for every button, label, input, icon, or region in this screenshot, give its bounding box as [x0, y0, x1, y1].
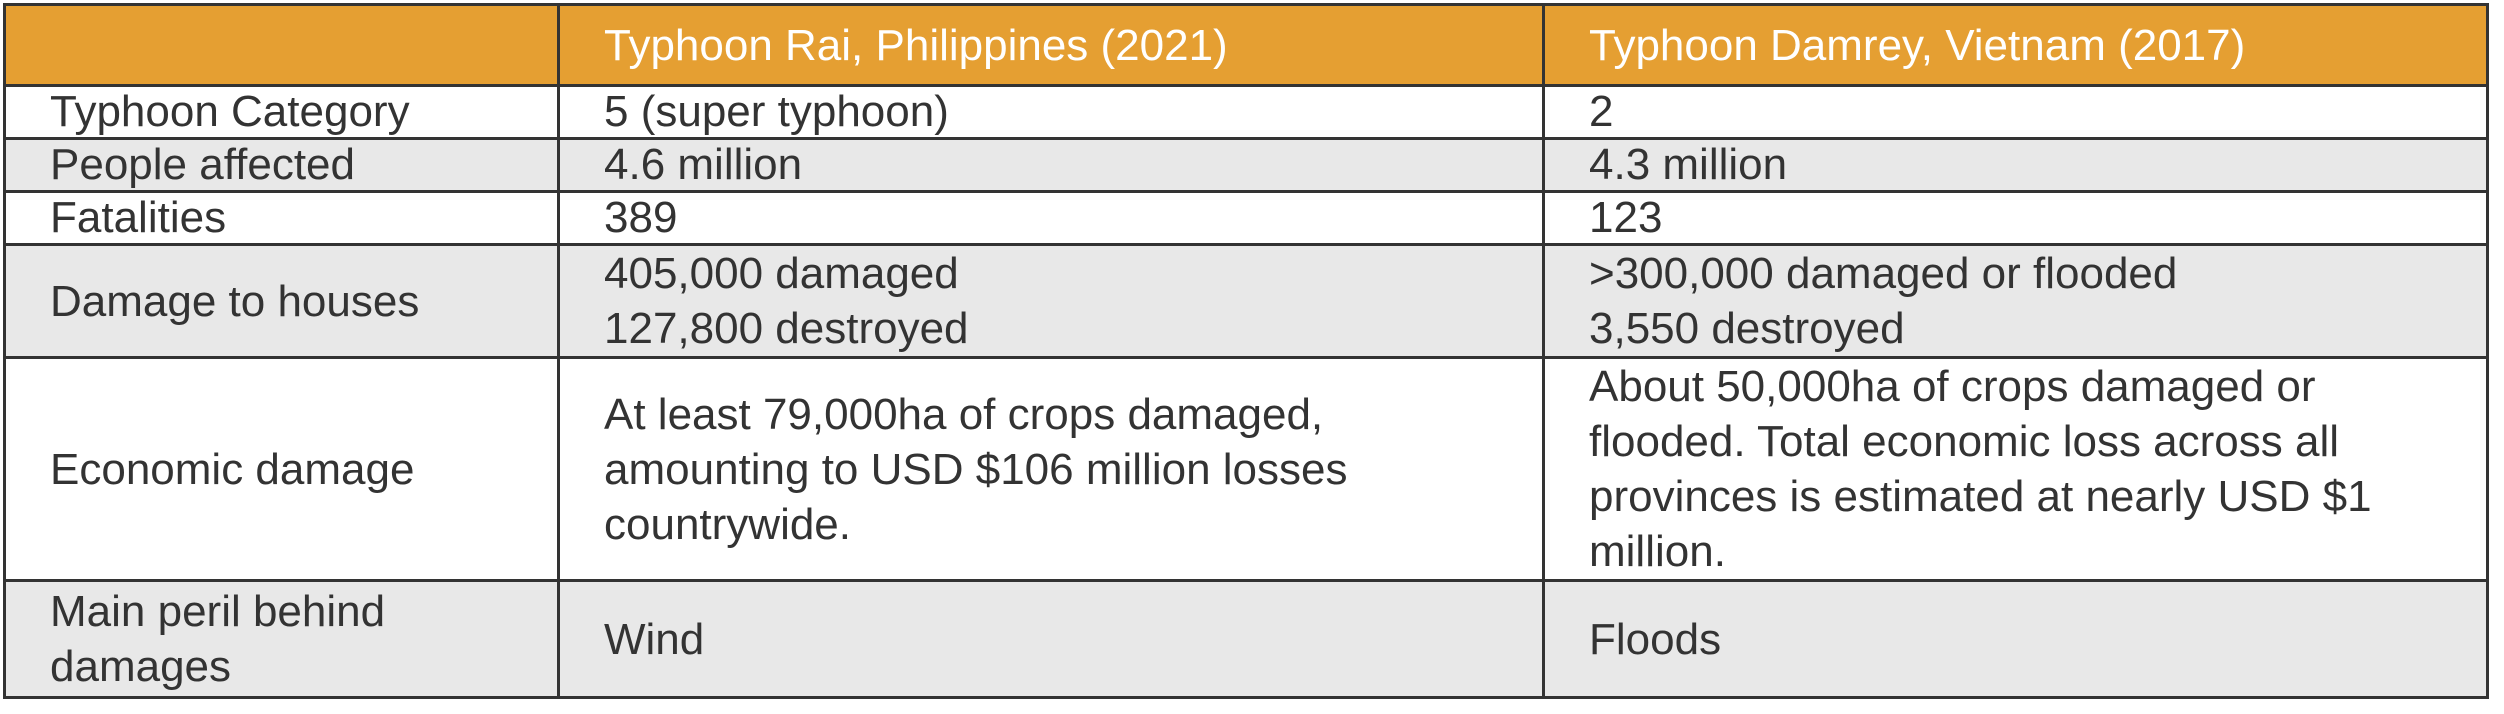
damrey-economic-damage-line: flooded. Total economic loss across all [1589, 417, 2340, 466]
rai-economic-damage-value: At least 79,000ha of crops damaged, amou… [557, 356, 1545, 582]
damrey-people-affected-value: 4.3 million [1542, 137, 2489, 193]
rai-damage-houses-line: 405,000 damaged [604, 249, 959, 298]
header-typhoon-rai: Typhoon Rai, Philippines (2021) [557, 3, 1545, 87]
table-header-row: Typhoon Rai, Philippines (2021) Typhoon … [3, 3, 2489, 87]
damrey-damage-houses-line: >300,000 damaged or flooded [1589, 249, 2178, 298]
row-label-category: Typhoon Category [3, 84, 560, 140]
table-row-damage-houses: Damage to houses 405,000 damaged 127,800… [3, 243, 2489, 359]
header-corner-cell [3, 3, 560, 87]
row-label-main-peril-line: damages [50, 642, 232, 691]
rai-main-peril-value: Wind [557, 579, 1545, 699]
damrey-economic-damage-line: million. [1589, 527, 1726, 576]
row-label-main-peril-line: Main peril behind [50, 587, 386, 636]
damrey-damage-houses-value: >300,000 damaged or flooded 3,550 destro… [1542, 243, 2489, 359]
rai-economic-damage-line: amounting to USD $106 million losses [604, 444, 1348, 494]
row-label-fatalities: Fatalities [3, 190, 560, 246]
row-label-people-affected: People affected [3, 137, 560, 193]
row-label-damage-houses: Damage to houses [3, 243, 560, 359]
row-label-main-peril: Main peril behind damages [3, 579, 560, 699]
damrey-fatalities-value: 123 [1542, 190, 2489, 246]
table-row-main-peril: Main peril behind damages Wind Floods [3, 579, 2489, 699]
rai-damage-houses-line: 127,800 destroyed [604, 304, 969, 353]
damrey-economic-damage-value: About 50,000ha of crops damaged or flood… [1542, 356, 2489, 582]
rai-people-affected-value: 4.6 million [557, 137, 1545, 193]
typhoon-comparison-table: Typhoon Rai, Philippines (2021) Typhoon … [3, 3, 2489, 699]
rai-economic-damage-line: countrywide. [604, 499, 852, 549]
rai-economic-damage-line: At least 79,000ha of crops damaged, [604, 389, 1324, 439]
row-label-economic-damage: Economic damage [3, 356, 560, 582]
damrey-economic-damage-line: provinces is estimated at nearly USD $1 [1589, 472, 2372, 521]
rai-category-value: 5 (super typhoon) [557, 84, 1545, 140]
table-row-category: Typhoon Category 5 (super typhoon) 2 [3, 84, 2489, 140]
rai-damage-houses-value: 405,000 damaged 127,800 destroyed [557, 243, 1545, 359]
header-typhoon-damrey: Typhoon Damrey, Vietnam (2017) [1542, 3, 2489, 87]
table-row-people-affected: People affected 4.6 million 4.3 million [3, 137, 2489, 193]
table-row-fatalities: Fatalities 389 123 [3, 190, 2489, 246]
damrey-economic-damage-line: About 50,000ha of crops damaged or [1589, 362, 2316, 411]
damrey-main-peril-value: Floods [1542, 579, 2489, 699]
damrey-damage-houses-line: 3,550 destroyed [1589, 304, 1905, 353]
table-row-economic-damage: Economic damage At least 79,000ha of cro… [3, 356, 2489, 582]
damrey-category-value: 2 [1542, 84, 2489, 140]
rai-fatalities-value: 389 [557, 190, 1545, 246]
